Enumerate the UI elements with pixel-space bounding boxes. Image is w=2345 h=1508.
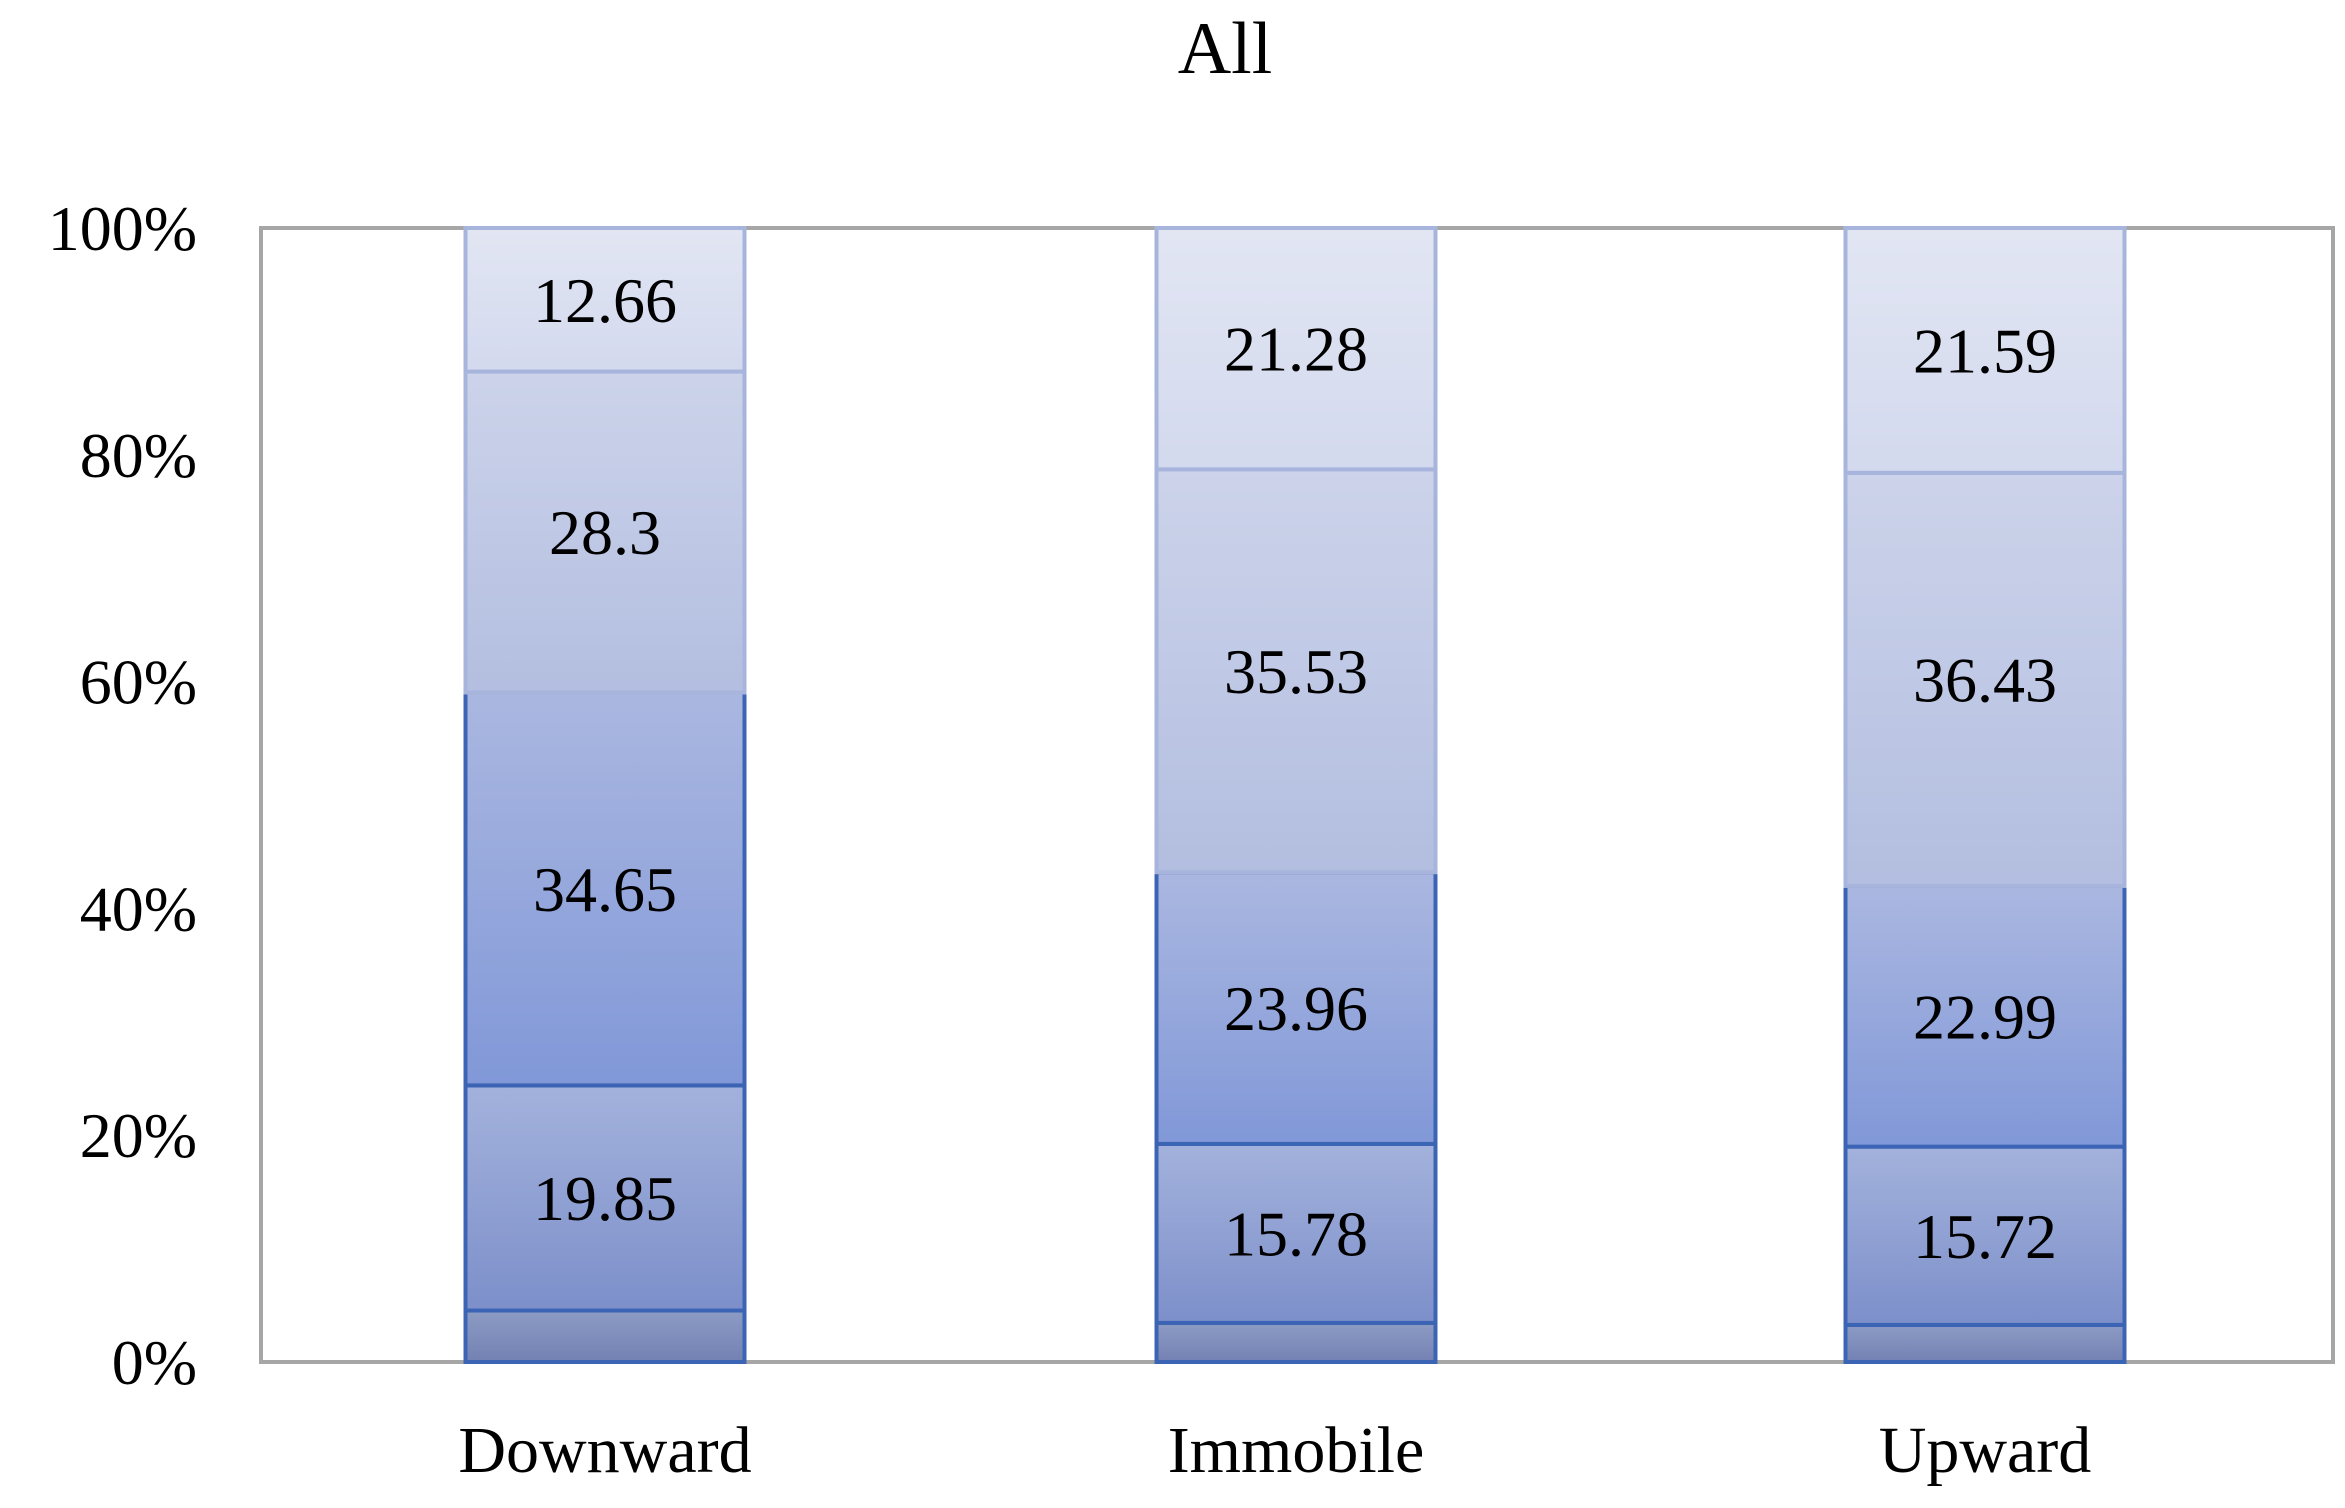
data-label: 36.43 [1913,644,2057,715]
bar-segment [1843,1144,2127,1327]
bar-segment [1154,1320,1438,1364]
y-tick-label: 100% [48,193,197,264]
data-label: 19.85 [533,1163,677,1234]
x-tick-label: Upward [1879,1414,2092,1487]
x-tick-label: Downward [458,1414,751,1487]
data-label: 22.99 [1913,981,2057,1052]
data-label: 21.28 [1224,314,1368,385]
bar-segment [1154,1141,1438,1325]
y-tick-label: 20% [80,1100,197,1171]
data-label: 34.65 [533,854,677,925]
y-tick-label: 60% [80,647,197,718]
bar-segment [463,369,747,695]
bar-segment [463,226,747,374]
bar-segment [1843,883,2127,1149]
y-tick-label: 40% [80,873,197,944]
bar-segment [1843,226,2127,475]
y-tick-label: 80% [80,420,197,491]
x-axis: Downward Immobile Upward [458,1414,2091,1487]
data-labels: 19.85 34.65 28.3 12.66 15.78 23.96 35.53 21.28 1… [533,265,2057,1272]
bar-segment [1154,226,1438,472]
data-label: 28.3 [549,497,661,568]
data-label: 12.66 [533,265,677,336]
bars [463,226,2127,1365]
x-tick-label: Immobile [1168,1414,1425,1487]
data-label: 21.59 [1913,315,2057,386]
bar-segment [1843,1322,2127,1365]
bar-segment [463,1083,747,1313]
bar-segment [1154,870,1438,1146]
y-axis: 0% 20% 40% 60% 80% 100% [48,193,197,1398]
data-label: 23.96 [1224,973,1368,1044]
data-label: 15.72 [1913,1201,2057,1272]
data-label: 15.78 [1224,1198,1368,1269]
bar-segment [463,1308,747,1364]
bar-segment [1843,470,2127,888]
y-tick-label: 0% [112,1327,197,1398]
bar-segment [1154,467,1438,875]
chart-title: All [1178,8,1273,90]
data-label: 35.53 [1224,636,1368,707]
